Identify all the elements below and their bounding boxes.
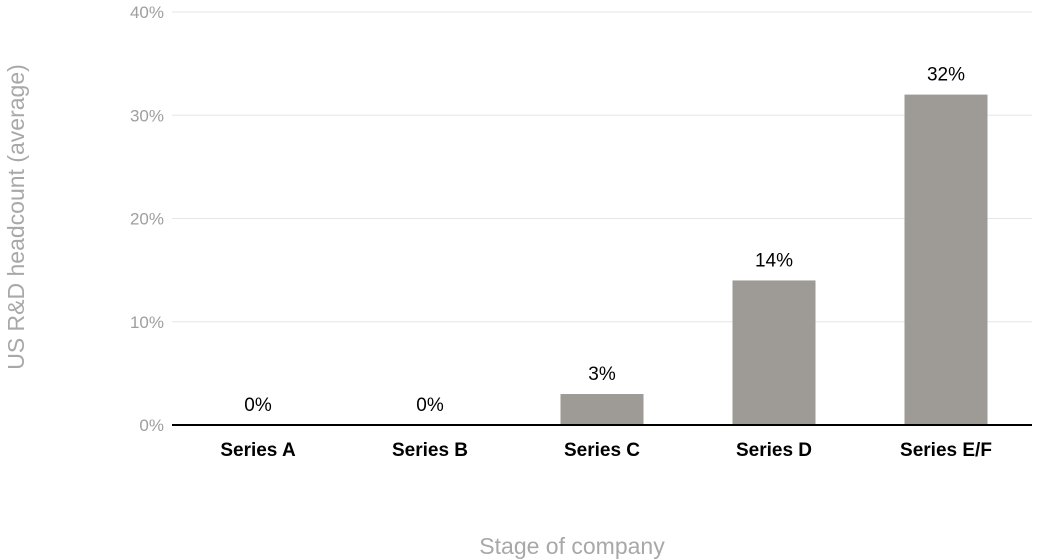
data-label: 32% xyxy=(927,65,965,86)
category-label: Series E/F xyxy=(900,440,992,461)
bars xyxy=(560,94,988,425)
data-label: 14% xyxy=(755,250,793,271)
x-axis-title: Stage of company xyxy=(479,533,665,559)
grid-lines xyxy=(172,11,1032,323)
y-tick-label: 30% xyxy=(130,106,164,125)
y-tick-label: 0% xyxy=(139,416,164,435)
bar xyxy=(560,394,644,425)
y-axis-title: US R&D headcount (average) xyxy=(3,64,29,370)
y-tick-labels: 0% 10% 20% 30% 40% xyxy=(130,3,164,435)
data-label: 0% xyxy=(244,395,272,416)
category-label: Series C xyxy=(564,440,640,461)
bar xyxy=(732,280,816,425)
data-label: 0% xyxy=(416,395,444,416)
y-tick-label: 20% xyxy=(130,210,164,229)
category-label: Series A xyxy=(220,440,296,461)
y-tick-label: 40% xyxy=(130,3,164,22)
y-tick-label: 10% xyxy=(130,313,164,332)
bar xyxy=(904,94,988,425)
category-label: Series D xyxy=(736,440,812,461)
data-labels: 0% 0% 3% 14% 32% xyxy=(244,65,965,416)
category-labels: Series A Series B Series C Series D Series E… xyxy=(220,440,992,461)
data-label: 3% xyxy=(588,364,616,385)
category-label: Series B xyxy=(392,440,468,461)
